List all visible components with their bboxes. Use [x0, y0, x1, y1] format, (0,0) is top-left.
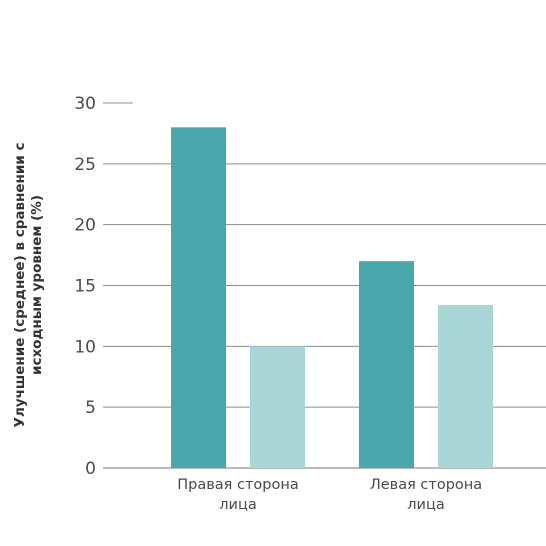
y-tick-label-15: 15 — [74, 277, 96, 297]
category-label-1-line2: лица — [219, 497, 256, 513]
y-tick-label-25: 25 — [74, 155, 96, 175]
category-label-2-line2: лица — [407, 497, 444, 513]
x-axis-categories: Правая сторона лица Левая сторона лица — [177, 477, 482, 513]
bar-series2-cat1 — [250, 346, 305, 468]
bar-series2-cat2 — [438, 304, 493, 468]
y-axis-label: Улучшение (среднее) в сравнении сисходны… — [12, 143, 45, 428]
y-axis-label-line2: исходным уровнем (%) — [29, 195, 45, 375]
category-label-1-line1: Правая сторона — [177, 477, 299, 493]
y-axis-label-line1: Улучшение (среднее) в сравнении с — [12, 143, 28, 428]
bar-series1-cat1 — [171, 127, 226, 468]
bars — [171, 127, 493, 468]
category-label-2-line1: Левая сторона — [370, 477, 482, 493]
y-tick-label-30: 30 — [74, 94, 96, 114]
y-tick-label-0: 0 — [85, 459, 96, 479]
bar-series1-cat2 — [359, 261, 414, 468]
y-tick-label-10: 10 — [74, 337, 96, 357]
y-axis-ticks: 0 5 10 15 20 25 30 — [74, 94, 96, 479]
y-tick-label-5: 5 — [85, 398, 96, 418]
y-tick-label-20: 20 — [74, 216, 96, 236]
